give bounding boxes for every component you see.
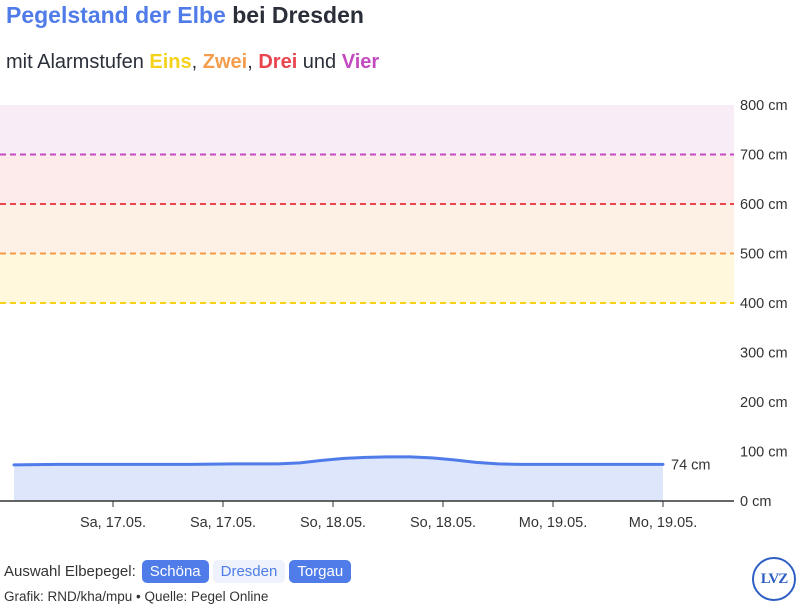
chart-subtitle: mit Alarmstufen Eins, Zwei, Drei und Vie… — [6, 51, 379, 74]
y-tick-label: 800 cm — [740, 98, 788, 114]
y-tick-label: 0 cm — [740, 494, 771, 510]
subtitle-separator: , — [191, 51, 203, 73]
water-level-area — [14, 456, 663, 501]
x-tick-label: So, 18.05. — [300, 515, 366, 531]
lvz-logo[interactable]: LVZ — [752, 557, 796, 601]
y-tick-label: 300 cm — [740, 346, 788, 362]
selector-label: Auswahl Elbepegel: — [4, 563, 136, 580]
x-tick-label: Sa, 17.05. — [80, 515, 146, 531]
subtitle-separator: , — [247, 51, 259, 73]
station-chip-schoena[interactable]: Schöna — [141, 560, 209, 583]
x-tick-label: Sa, 17.05. — [190, 515, 256, 531]
alarm-level-2-label: Zwei — [202, 51, 248, 73]
y-tick-label: 700 cm — [740, 148, 788, 164]
y-tick-label: 400 cm — [740, 296, 788, 312]
station-chip-dresden[interactable]: Dresden — [212, 560, 286, 583]
x-tick-label: Mo, 19.05. — [519, 515, 588, 531]
alarm-band-4 — [0, 105, 734, 155]
y-tick-label: 600 cm — [740, 197, 788, 213]
alarm-band-2 — [0, 204, 734, 254]
y-tick-label: 500 cm — [740, 247, 788, 263]
station-chip-torgau[interactable]: Torgau — [289, 560, 352, 583]
station-selector: Auswahl Elbepegel: Schöna Dresden Torgau — [4, 560, 355, 583]
title-highlight: Pegelstand der Elbe — [6, 2, 226, 28]
title-rest: bei Dresden — [225, 2, 364, 28]
chart-title: Pegelstand der Elbe bei Dresden — [6, 2, 364, 29]
water-level-line — [12, 455, 665, 467]
source-credits: Grafik: RND/kha/mpu • Quelle: Pegel Onli… — [4, 589, 269, 604]
x-tick-label: So, 18.05. — [410, 515, 476, 531]
last-value-label: 74 cm — [671, 457, 711, 473]
alarm-level-4-label: Vier — [341, 51, 380, 73]
alarm-level-1-label: Eins — [149, 51, 192, 73]
y-tick-label: 100 cm — [740, 445, 788, 461]
alarm-band-3 — [0, 154, 734, 204]
y-tick-label: 200 cm — [740, 395, 788, 411]
x-tick-label: Mo, 19.05. — [629, 515, 698, 531]
alarm-level-3-label: Drei — [258, 51, 298, 73]
subtitle-prefix: mit Alarmstufen — [6, 51, 150, 73]
subtitle-separator: und — [297, 51, 342, 73]
alarm-band-1 — [0, 253, 734, 303]
